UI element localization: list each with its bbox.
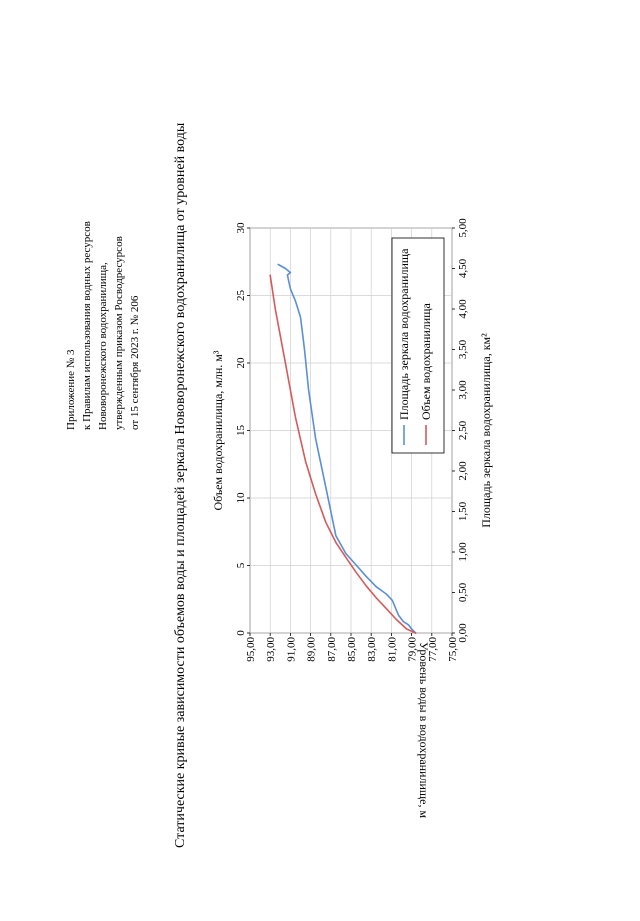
level-axis-label: Уровень воды в водохранилище, м [417, 642, 431, 819]
volume-tick-label: 20 [235, 357, 247, 369]
level-tick-label: 93,00 [265, 637, 277, 662]
level-tick-label: 83,00 [366, 637, 378, 662]
area-tick-label: 5,00 [457, 218, 469, 238]
level-tick-label: 87,00 [326, 637, 338, 662]
area-tick-label: 2,50 [457, 420, 469, 440]
level-tick-label: 81,00 [386, 637, 398, 662]
area-tick-label: 0,50 [457, 582, 469, 602]
area-axis-label: Площадь зеркала водохранилища, км² [479, 333, 493, 528]
legend-box [391, 237, 445, 454]
area-series-line [277, 263, 417, 634]
volume-tick-label: 25 [235, 290, 247, 302]
level-tick-label: 85,00 [346, 637, 358, 662]
level-tick-label: 95,00 [245, 637, 257, 662]
volume-tick-label: 15 [235, 425, 247, 437]
volume-tick-label: 0 [235, 630, 247, 636]
level-tick-label: 89,00 [306, 637, 318, 662]
area-tick-label: 1,00 [457, 542, 469, 562]
legend-entry: Площадь зеркала водохранилища [397, 248, 411, 420]
level-tick-label: 91,00 [285, 637, 297, 662]
area-tick-label: 4,50 [457, 258, 469, 278]
volume-series-line [269, 274, 417, 634]
area-tick-label: 3,00 [457, 380, 469, 400]
volume-tick-label: 5 [235, 562, 247, 568]
level-tick-label: 75,00 [447, 637, 459, 662]
area-tick-label: 2,00 [457, 461, 469, 481]
volume-tick-label: 10 [235, 492, 247, 504]
level-tick-label: 77,00 [427, 637, 439, 662]
level-tick-label: 79,00 [407, 637, 419, 662]
area-tick-label: 3,50 [457, 339, 469, 359]
legend-entry: Объем водохранилища [419, 303, 433, 420]
area-tick-label: 1,50 [457, 501, 469, 521]
volume-tick-label: 30 [235, 222, 247, 234]
volume-axis-label: Объем водохранилища, млн. м³ [211, 350, 225, 510]
area-tick-label: 0,00 [457, 623, 469, 643]
area-tick-label: 4,00 [457, 299, 469, 319]
